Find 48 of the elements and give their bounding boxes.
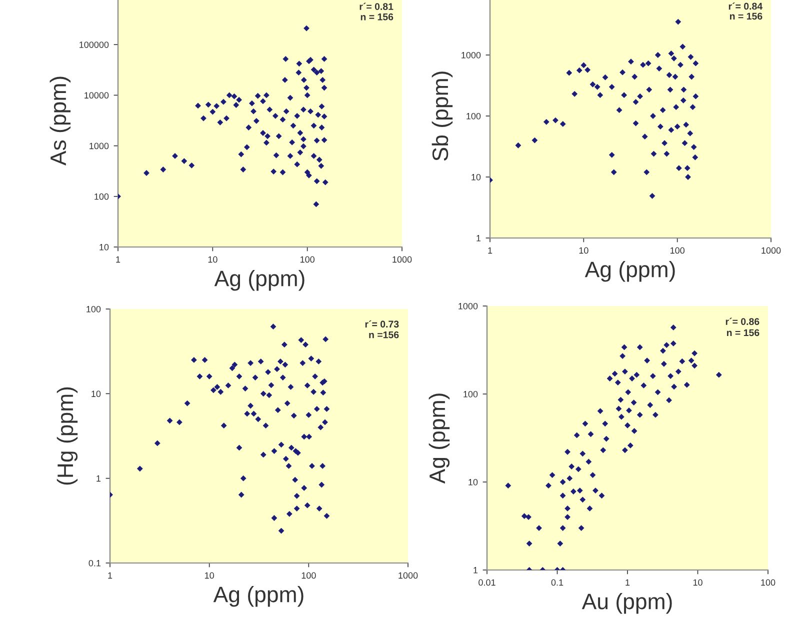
y-tick-label: 1 bbox=[476, 235, 481, 242]
y-tick-label: 10 bbox=[92, 390, 101, 398]
x-tick-label: 1000 bbox=[392, 256, 412, 263]
x-tick-label: 10 bbox=[208, 256, 218, 263]
x-axis-title: Au (ppm) bbox=[582, 593, 672, 614]
x-axis-title: Ag (ppm) bbox=[584, 261, 675, 282]
x-tick-label: 10 bbox=[205, 572, 214, 579]
annotation: n =156 bbox=[369, 331, 399, 338]
y-tick-label: 100000 bbox=[80, 42, 109, 48]
annotation: r´= 0.73 bbox=[365, 320, 399, 328]
y-tick-label: 1000 bbox=[90, 142, 109, 150]
x-tick-label: 100 bbox=[300, 256, 315, 263]
x-tick-label: 1 bbox=[488, 247, 492, 254]
x-tick-label: 1000 bbox=[762, 247, 781, 254]
y-tick-label: 10 bbox=[468, 478, 478, 486]
x-tick-label: 0.1 bbox=[551, 579, 564, 586]
y-axis-title: Sb (ppm) bbox=[432, 72, 453, 161]
y-tick-label: 1 bbox=[474, 567, 478, 574]
y-tick-label: 100 bbox=[94, 193, 109, 200]
y-tick-label: 100 bbox=[86, 306, 101, 312]
y-tick-label: 1000 bbox=[458, 302, 478, 310]
x-tick-label: 100 bbox=[302, 572, 316, 579]
y-tick-label: 100 bbox=[466, 112, 481, 120]
annotation: r´= 0.86 bbox=[726, 318, 760, 326]
y-tick-label: 1000 bbox=[462, 52, 481, 58]
x-axis-title: Ag (ppm) bbox=[213, 586, 304, 607]
y-axis-title: Ag (ppm) bbox=[428, 394, 450, 484]
annotation: n = 156 bbox=[360, 13, 394, 20]
annotation: r´= 0.81 bbox=[360, 2, 394, 10]
annotation: r´= 0.84 bbox=[728, 2, 763, 10]
y-axis-title: As (ppm) bbox=[50, 76, 71, 166]
y-tick-label: 10 bbox=[472, 174, 481, 180]
y-tick-label: 1 bbox=[96, 475, 101, 482]
x-tick-label: 1 bbox=[116, 256, 120, 263]
annotation: n = 156 bbox=[726, 329, 760, 336]
x-tick-label: 10 bbox=[579, 247, 588, 254]
x-tick-label: 1 bbox=[626, 579, 630, 586]
x-tick-label: 1000 bbox=[398, 572, 418, 579]
x-tick-label: 0.01 bbox=[478, 579, 496, 586]
annotation: n = 156 bbox=[730, 12, 762, 20]
x-tick-label: 100 bbox=[761, 579, 776, 586]
y-tick-label: 0.1 bbox=[88, 560, 101, 566]
x-tick-label: 10 bbox=[693, 579, 702, 586]
x-tick-label: 100 bbox=[670, 247, 685, 254]
y-axis-title: (Hg (ppm) bbox=[56, 387, 78, 485]
x-axis-title: Ag (ppm) bbox=[214, 270, 304, 291]
y-tick-label: 10000 bbox=[84, 92, 109, 99]
y-tick-label: 100 bbox=[464, 390, 478, 398]
